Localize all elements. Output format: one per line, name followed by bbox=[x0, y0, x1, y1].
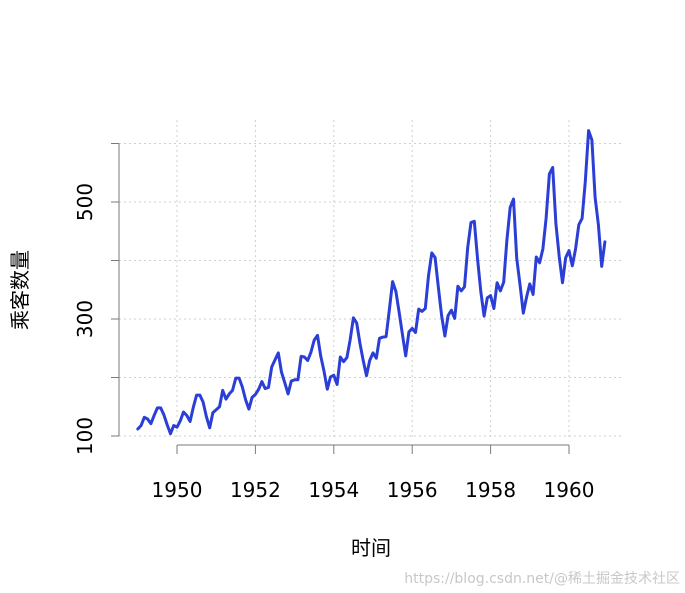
watermark: https://blog.csdn.net/@稀土掘金技术社区 bbox=[404, 571, 680, 587]
y-tick-label: 300 bbox=[73, 300, 97, 338]
x-axis-title: 时间 bbox=[351, 536, 391, 560]
y-tick-label: 100 bbox=[73, 417, 97, 455]
y-axis-title: 乘客数量 bbox=[8, 250, 32, 330]
x-tick-label: 1954 bbox=[308, 478, 359, 502]
series-layer bbox=[136, 129, 607, 436]
y-tick-label: 500 bbox=[73, 183, 97, 221]
x-tick-label: 1960 bbox=[544, 478, 595, 502]
series-line bbox=[136, 129, 607, 436]
x-tick-label: 1956 bbox=[387, 478, 438, 502]
grid bbox=[119, 120, 624, 437]
x-tick-label: 1950 bbox=[152, 478, 203, 502]
axes: 100 300 500 1950 1952 1954 1956 1958 1960 bbox=[73, 143, 595, 502]
x-tick-label: 1952 bbox=[230, 478, 281, 502]
x-tick-label: 1958 bbox=[465, 478, 516, 502]
